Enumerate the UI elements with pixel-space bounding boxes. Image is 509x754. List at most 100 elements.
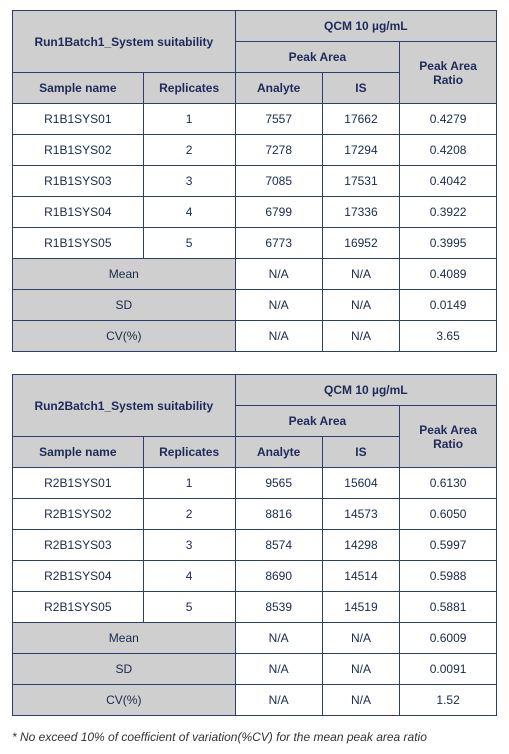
- cell-analyte: 6773: [235, 228, 322, 259]
- ratio-header: Peak Area Ratio: [400, 406, 497, 468]
- cell-sample: R1B1SYS05: [13, 228, 144, 259]
- col-is: IS: [322, 73, 399, 104]
- stat-is: N/A: [322, 685, 399, 716]
- stat-row-mean: Mean N/A N/A 0.6009: [13, 623, 497, 654]
- stat-label: Mean: [13, 623, 236, 654]
- col-is: IS: [322, 437, 399, 468]
- cell-rep: 5: [143, 228, 235, 259]
- stat-is: N/A: [322, 259, 399, 290]
- cell-ratio: 0.5988: [400, 561, 497, 592]
- cell-is: 14573: [322, 499, 399, 530]
- stat-row-sd: SD N/A N/A 0.0091: [13, 654, 497, 685]
- cell-rep: 2: [143, 135, 235, 166]
- suitability-table-2: Run2Batch1_System suitability QCM 10 µg/…: [12, 374, 497, 716]
- stat-label: SD: [13, 290, 236, 321]
- table-row: R2B1SYS05 5 8539 14519 0.5881: [13, 592, 497, 623]
- stat-is: N/A: [322, 654, 399, 685]
- cell-rep: 2: [143, 499, 235, 530]
- cell-is: 17336: [322, 197, 399, 228]
- col-analyte: Analyte: [235, 73, 322, 104]
- cell-is: 14519: [322, 592, 399, 623]
- cell-analyte: 6799: [235, 197, 322, 228]
- col-replicates: Replicates: [143, 73, 235, 104]
- cell-rep: 5: [143, 592, 235, 623]
- stat-row-mean: Mean N/A N/A 0.4089: [13, 259, 497, 290]
- cell-ratio: 0.6050: [400, 499, 497, 530]
- col-sample: Sample name: [13, 73, 144, 104]
- cell-rep: 3: [143, 530, 235, 561]
- stat-ratio: 0.6009: [400, 623, 497, 654]
- cell-sample: R2B1SYS01: [13, 468, 144, 499]
- cell-is: 15604: [322, 468, 399, 499]
- cell-ratio: 0.5997: [400, 530, 497, 561]
- col-sample: Sample name: [13, 437, 144, 468]
- table-row: R1B1SYS03 3 7085 17531 0.4042: [13, 166, 497, 197]
- stat-row-cv: CV(%) N/A N/A 3.65: [13, 321, 497, 352]
- table-title: Run1Batch1_System suitability: [13, 11, 236, 73]
- cell-rep: 4: [143, 197, 235, 228]
- stat-row-sd: SD N/A N/A 0.0149: [13, 290, 497, 321]
- table-title: Run2Batch1_System suitability: [13, 375, 236, 437]
- suitability-table-1: Run1Batch1_System suitability QCM 10 µg/…: [12, 10, 497, 352]
- cell-analyte: 8816: [235, 499, 322, 530]
- col-analyte: Analyte: [235, 437, 322, 468]
- stat-label: Mean: [13, 259, 236, 290]
- table-row: R1B1SYS01 1 7557 17662 0.4279: [13, 104, 497, 135]
- stat-ratio: 0.4089: [400, 259, 497, 290]
- stat-ratio: 0.0149: [400, 290, 497, 321]
- cell-sample: R2B1SYS02: [13, 499, 144, 530]
- stat-is: N/A: [322, 321, 399, 352]
- cell-is: 14514: [322, 561, 399, 592]
- cell-analyte: 7278: [235, 135, 322, 166]
- table-row: R2B1SYS02 2 8816 14573 0.6050: [13, 499, 497, 530]
- cell-ratio: 0.6130: [400, 468, 497, 499]
- cell-sample: R1B1SYS02: [13, 135, 144, 166]
- cell-rep: 4: [143, 561, 235, 592]
- footnote: * No exceed 10% of coefficient of variat…: [12, 730, 497, 744]
- table-row: R1B1SYS02 2 7278 17294 0.4208: [13, 135, 497, 166]
- stat-row-cv: CV(%) N/A N/A 1.52: [13, 685, 497, 716]
- cell-rep: 3: [143, 166, 235, 197]
- cell-sample: R1B1SYS04: [13, 197, 144, 228]
- cell-ratio: 0.3995: [400, 228, 497, 259]
- stat-analyte: N/A: [235, 685, 322, 716]
- stat-analyte: N/A: [235, 654, 322, 685]
- stat-label: SD: [13, 654, 236, 685]
- cell-analyte: 8690: [235, 561, 322, 592]
- cell-ratio: 0.3922: [400, 197, 497, 228]
- stat-analyte: N/A: [235, 259, 322, 290]
- stat-ratio: 3.65: [400, 321, 497, 352]
- stat-label: CV(%): [13, 685, 236, 716]
- cell-rep: 1: [143, 468, 235, 499]
- peak-area-header: Peak Area: [235, 42, 400, 73]
- cell-sample: R1B1SYS01: [13, 104, 144, 135]
- stat-analyte: N/A: [235, 321, 322, 352]
- cell-ratio: 0.4279: [400, 104, 497, 135]
- cell-analyte: 9565: [235, 468, 322, 499]
- cell-ratio: 0.4042: [400, 166, 497, 197]
- stat-is: N/A: [322, 290, 399, 321]
- cell-is: 17531: [322, 166, 399, 197]
- cell-is: 14298: [322, 530, 399, 561]
- cell-analyte: 7085: [235, 166, 322, 197]
- ratio-header: Peak Area Ratio: [400, 42, 497, 104]
- cell-rep: 1: [143, 104, 235, 135]
- cell-analyte: 7557: [235, 104, 322, 135]
- cell-sample: R1B1SYS03: [13, 166, 144, 197]
- stat-label: CV(%): [13, 321, 236, 352]
- cell-ratio: 0.4208: [400, 135, 497, 166]
- stat-is: N/A: [322, 623, 399, 654]
- cell-analyte: 8539: [235, 592, 322, 623]
- stat-analyte: N/A: [235, 290, 322, 321]
- cell-sample: R2B1SYS05: [13, 592, 144, 623]
- stat-ratio: 0.0091: [400, 654, 497, 685]
- table-row: R2B1SYS01 1 9565 15604 0.6130: [13, 468, 497, 499]
- qcm-header: QCM 10 µg/mL: [235, 375, 496, 406]
- cell-analyte: 8574: [235, 530, 322, 561]
- table-row: R1B1SYS05 5 6773 16952 0.3995: [13, 228, 497, 259]
- cell-is: 17662: [322, 104, 399, 135]
- peak-area-header: Peak Area: [235, 406, 400, 437]
- table-row: R2B1SYS03 3 8574 14298 0.5997: [13, 530, 497, 561]
- table-row: R2B1SYS04 4 8690 14514 0.5988: [13, 561, 497, 592]
- cell-ratio: 0.5881: [400, 592, 497, 623]
